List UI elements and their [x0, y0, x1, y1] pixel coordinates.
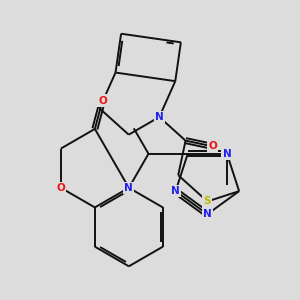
Text: O: O: [56, 183, 65, 193]
Text: O: O: [98, 95, 107, 106]
Text: N: N: [223, 149, 231, 159]
Text: N: N: [203, 209, 212, 219]
Text: N: N: [155, 112, 164, 122]
Text: S: S: [204, 196, 211, 206]
Text: N: N: [124, 183, 133, 193]
Text: O: O: [208, 141, 217, 152]
Text: N: N: [171, 186, 180, 196]
